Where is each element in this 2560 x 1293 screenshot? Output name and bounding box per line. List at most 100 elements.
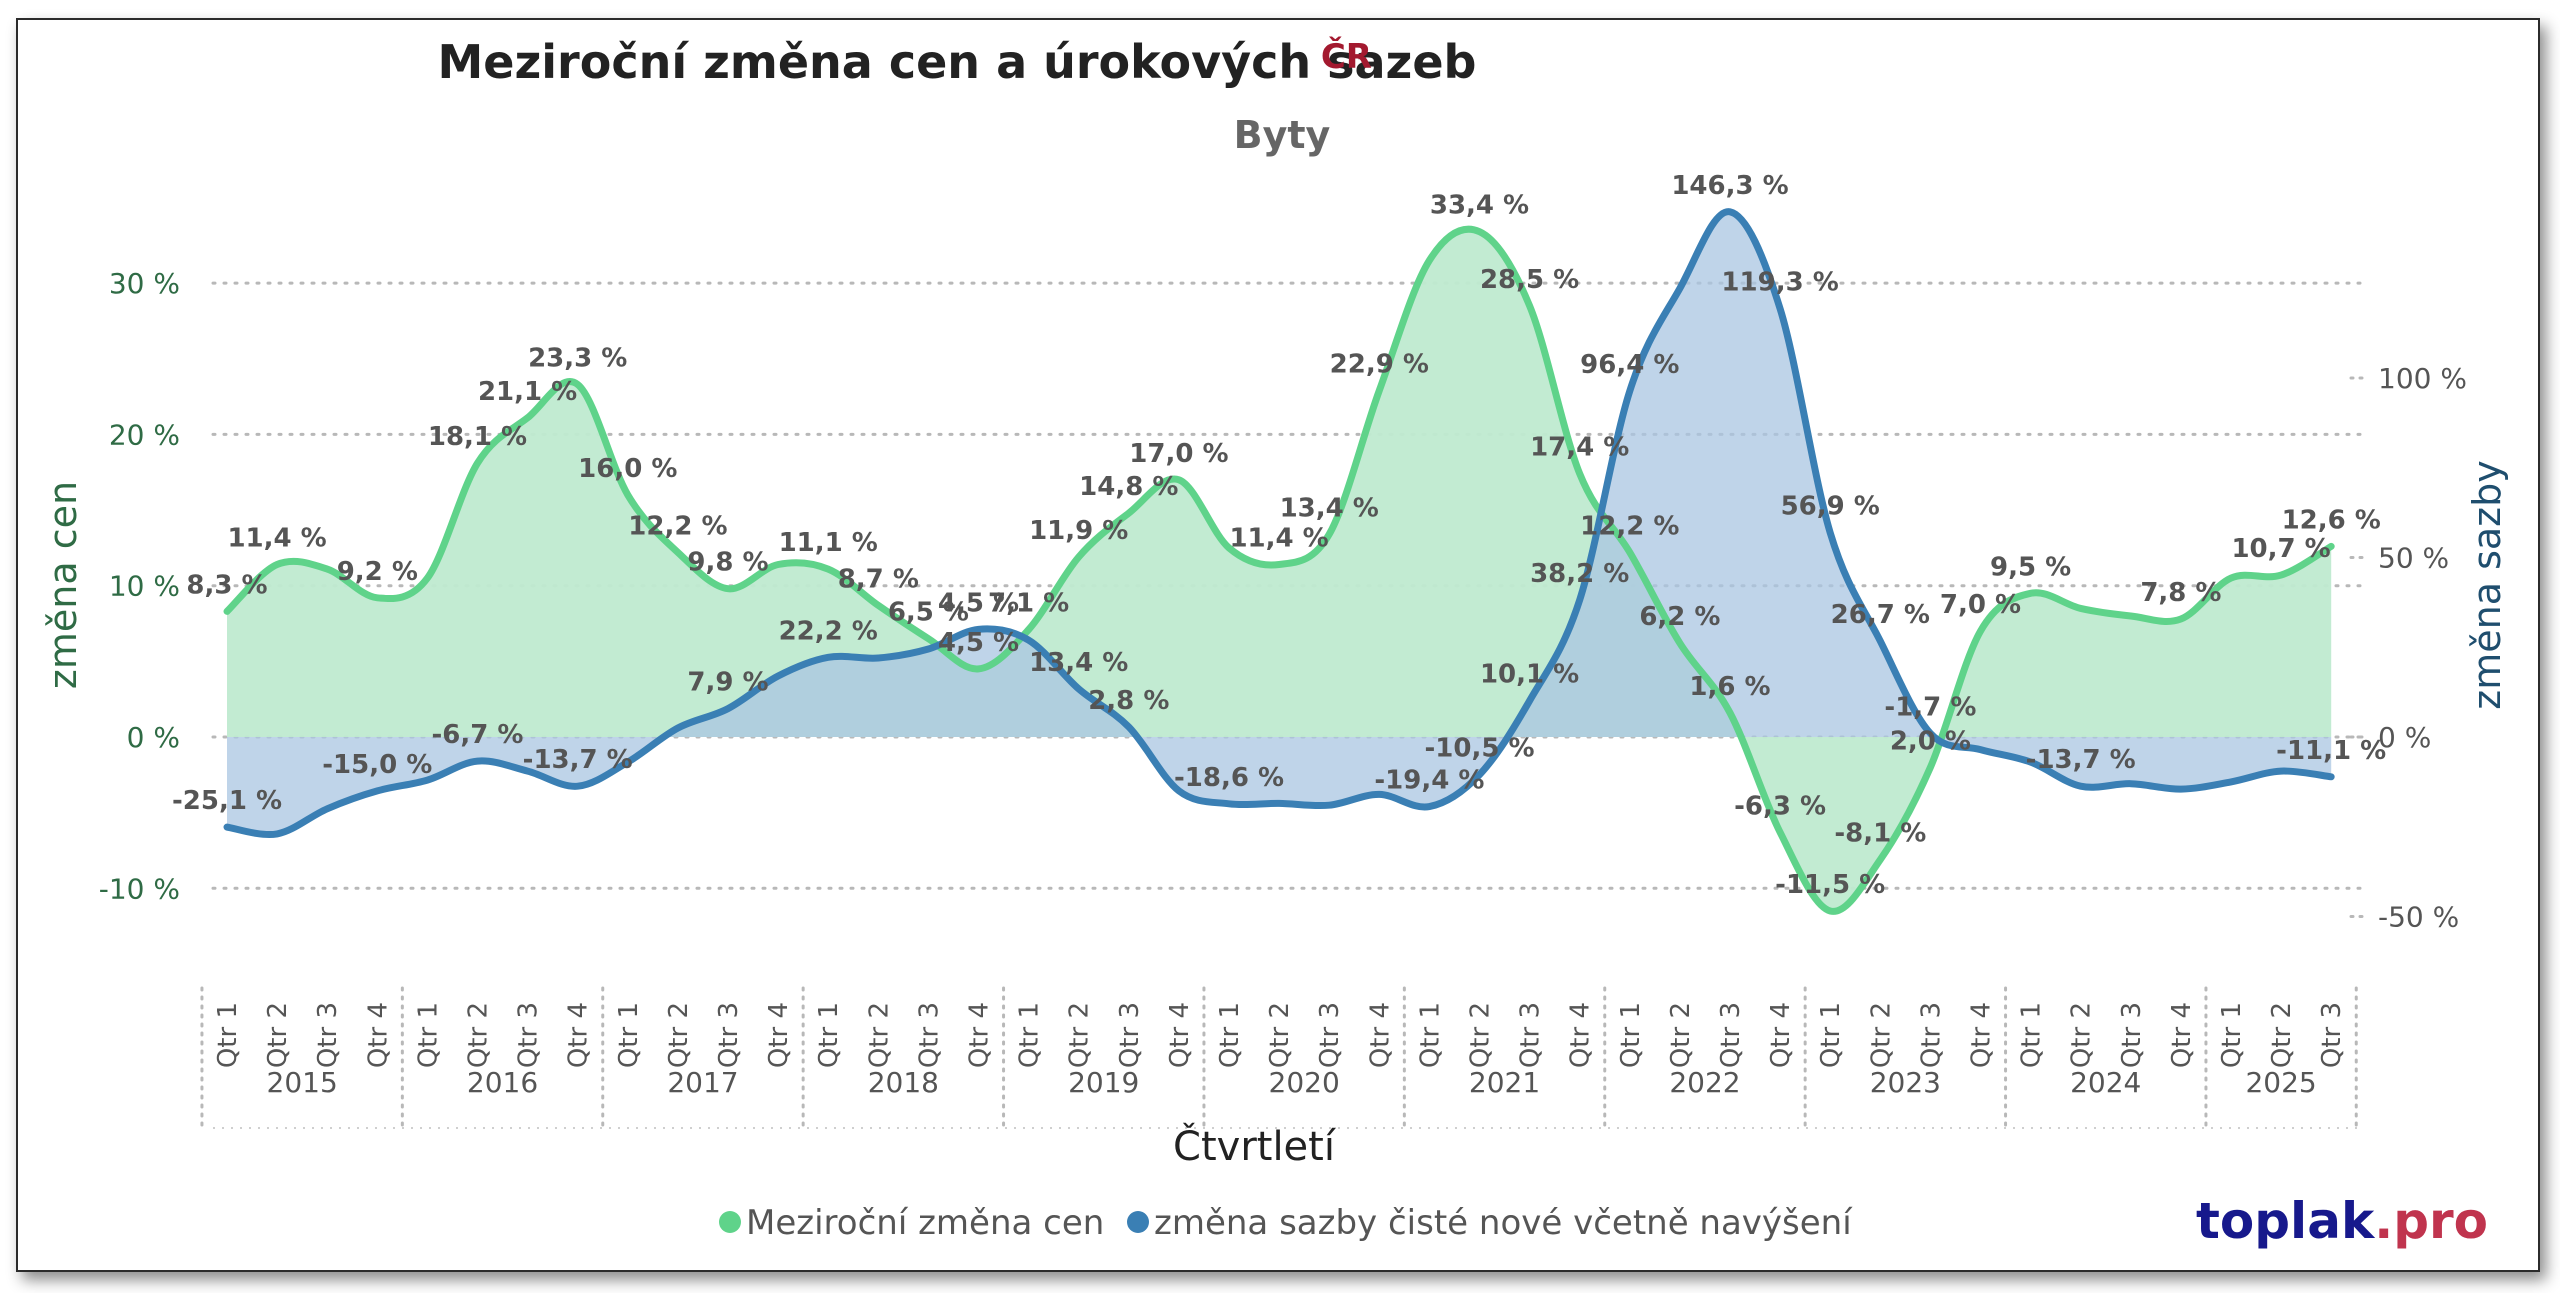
price-data-label: 16,0 % [578,454,677,484]
rate-data-label: -18,6 % [1174,763,1284,793]
quarter-tick-label: Qtr 2 [2267,1002,2297,1068]
quarter-tick-label: Qtr 3 [514,1002,544,1068]
quarter-tick-label: Qtr 1 [1816,1002,1846,1068]
y-left-tick-label: 20 % [109,418,180,451]
y-left-tick-label: 30 % [109,267,180,300]
series-areas [227,211,2332,912]
price-data-label: 11,1 % [779,528,878,558]
quarter-tick-label: Qtr 2 [263,1002,293,1068]
price-data-label: 4,5 % [938,628,1019,658]
price-area [227,229,2332,912]
price-data-label: 22,9 % [1330,350,1429,380]
y-right-tick-label: -50 % [2378,901,2459,934]
price-data-label: 9,5 % [1990,552,2071,582]
price-data-label: 12,6 % [2282,505,2381,535]
rate-data-label: -13,7 % [2026,745,2136,775]
price-data-label: 2,0 % [1890,726,1971,756]
quarter-tick-label: Qtr 4 [2167,1002,2197,1068]
x-axis-label: Čtvrtletí [1173,1122,1337,1170]
quarter-tick-label: Qtr 1 [2217,1002,2247,1068]
year-label: 2020 [1269,1066,1340,1099]
rate-data-label: 4,5 % [938,588,1019,618]
quarter-tick-label: Qtr 2 [464,1002,494,1068]
year-label: 2015 [267,1066,338,1099]
year-label: 2025 [2245,1066,2316,1099]
year-label: 2021 [1469,1066,1540,1099]
quarter-tick-label: Qtr 3 [1315,1002,1345,1068]
brand-logo: toplak.pro [2196,1192,2488,1250]
quarter-tick-label: Qtr 4 [363,1002,393,1068]
quarter-tick-label: Qtr 3 [1916,1002,1946,1068]
data-labels: 8,3 % 11,4 % 9,2 % 18,1 % 21,1 % 23,3 % 16,0 %… [172,171,2386,900]
rate-data-label: 13,4 % [1029,648,1128,678]
quarter-tick-label: Qtr 2 [664,1002,694,1068]
price-data-label: 11,4 % [1229,524,1328,554]
y-axis-left-label: změna cen [41,481,85,689]
quarter-tick-label: Qtr 4 [764,1002,794,1068]
rate-data-label: 10,1 % [1480,660,1579,690]
chart-subtitle: Byty [1234,113,1331,157]
price-data-label: 11,9 % [1029,516,1128,546]
y-right-tick-label: 100 % [2378,362,2467,395]
year-label: 2024 [2070,1066,2141,1099]
price-data-label: 12,2 % [1580,511,1679,541]
rate-data-label: 7,9 % [687,668,768,698]
price-data-label: 7,8 % [2140,578,2221,608]
y-left-tick-label: 10 % [109,570,180,603]
price-data-label: 9,8 % [687,548,768,578]
quarter-tick-label: Qtr 2 [1265,1002,1295,1068]
y-right-tick-label: 0 % [2378,721,2431,754]
price-data-label: 17,0 % [1129,439,1228,469]
quarter-tick-label: Qtr 4 [1766,1002,1796,1068]
axes: -10 % 0 % 10 % 20 % 30 % -50 % 0 % 50 % 100 % 201… [99,267,2467,1130]
quarter-tick-label: Qtr 2 [2067,1002,2097,1068]
price-data-label: 8,7 % [838,564,919,594]
quarter-tick-label: Qtr 3 [1115,1002,1145,1068]
price-data-label: 11,4 % [227,524,326,554]
price-data-label: 21,1 % [478,377,577,407]
brand-domain: .pro [2374,1192,2488,1250]
rate-data-label: 56,9 % [1781,492,1880,522]
legend: Meziroční změna cen změna sazby čisté no… [719,1203,1853,1243]
quarter-tick-label: Qtr 4 [965,1002,995,1068]
price-data-label: 6,2 % [1639,602,1720,632]
price-data-label: 17,4 % [1530,433,1629,463]
quarter-tick-label: Qtr 1 [2017,1002,2047,1068]
price-data-label: 28,5 % [1480,265,1579,295]
brand-name: toplak [2196,1192,2376,1250]
quarter-tick-label: Qtr 1 [1415,1002,1445,1068]
quarter-tick-label: Qtr 2 [864,1002,894,1068]
price-data-label: 12,2 % [628,511,727,541]
quarter-tick-label: Qtr 1 [1215,1002,1245,1068]
quarter-tick-label: Qtr 2 [1866,1002,1896,1068]
quarter-tick-label: Qtr 3 [1516,1002,1546,1068]
quarter-tick-label: Qtr 3 [914,1002,944,1068]
quarter-tick-label: Qtr 3 [1716,1002,1746,1068]
price-data-label: 1,6 % [1689,672,1770,702]
rate-data-label: -15,0 % [322,750,432,780]
rate-data-label: -19,4 % [1374,766,1484,796]
quarter-tick-label: Qtr 1 [1616,1002,1646,1068]
rate-data-label: 38,2 % [1530,559,1629,589]
chart-title: Meziroční změna cen a úrokových sazeb [438,35,1477,89]
y-right-tick-label: 50 % [2378,542,2449,575]
year-label: 2023 [1870,1066,1941,1099]
price-data-label: 10,7 % [2231,534,2330,564]
rate-data-label: -1,7 % [1884,692,1976,722]
rate-data-label: -13,7 % [523,745,633,775]
chart: Meziroční změna cen a úrokových sazeb By… [41,35,2509,1250]
quarter-tick-label: Qtr 4 [564,1002,594,1068]
series-lines [223,208,2335,915]
rate-data-label: 96,4 % [1580,350,1679,380]
price-data-label: 8,3 % [186,570,267,600]
chart-frame: Meziroční změna cen a úrokových sazeb By… [16,18,2540,1272]
price-data-label: -8,1 % [1834,819,1926,849]
rate-data-label: 119,3 % [1721,268,1838,298]
rate-data-label: -10,5 % [1424,734,1534,764]
rate-data-label: 26,7 % [1831,600,1930,630]
price-data-label: 6,5 % [888,598,969,628]
y-left-tick-label: -10 % [99,872,180,905]
quarter-tick-label: Qtr 4 [1165,1002,1195,1068]
rate-area [227,211,2332,835]
quarter-tick-label: Qtr 3 [2117,1002,2147,1068]
